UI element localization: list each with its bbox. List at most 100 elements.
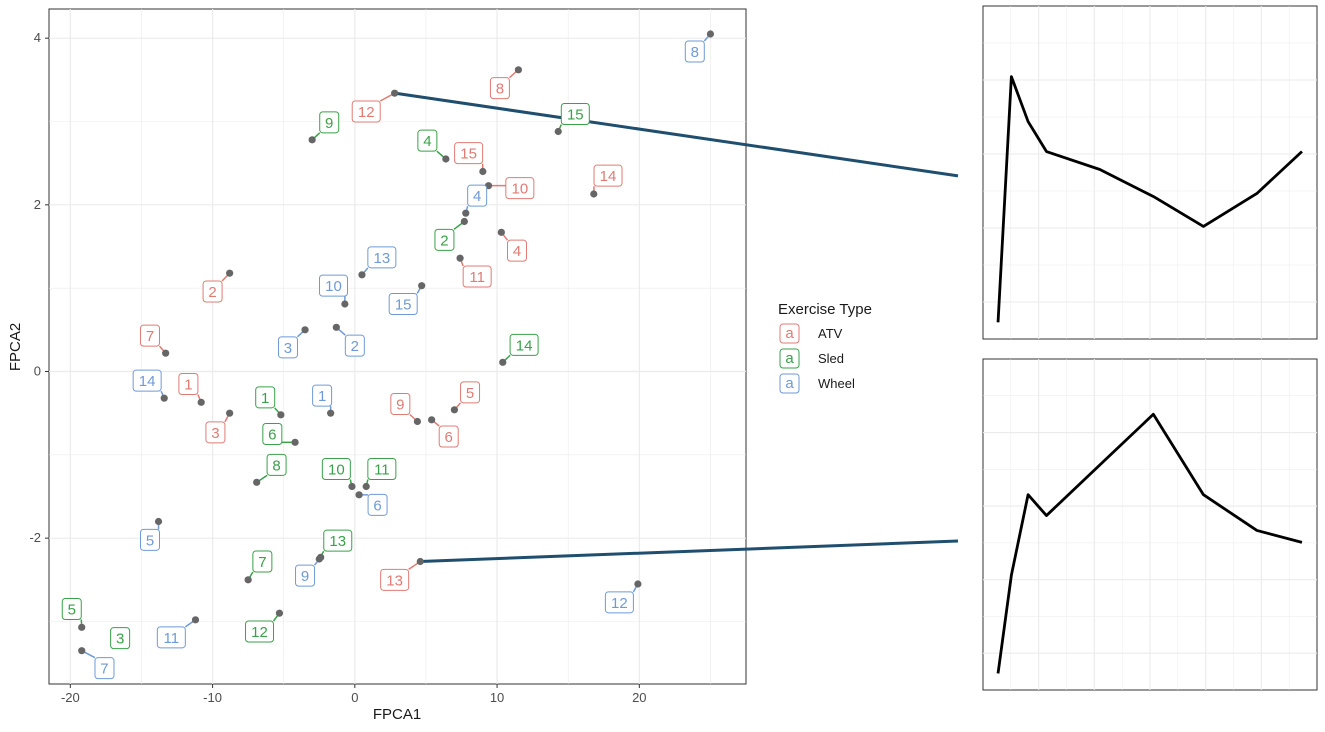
point-label-box xyxy=(277,336,298,359)
scatter-point xyxy=(291,438,299,446)
point-label-box xyxy=(460,381,481,404)
legend-entry-atv: ATV xyxy=(818,326,843,341)
point-label: 12 xyxy=(358,104,375,121)
point-label-box xyxy=(467,184,488,207)
point-label-box xyxy=(139,528,160,551)
point-label: 1 xyxy=(318,388,326,405)
point-label: 12 xyxy=(611,595,628,612)
legend-title: Exercise Type xyxy=(778,301,872,318)
x-tick-label: 10 xyxy=(490,690,504,705)
point-label-box xyxy=(266,453,287,476)
point-label: 14 xyxy=(600,168,617,185)
point-label: 2 xyxy=(440,232,448,249)
scatter-major-grid xyxy=(49,9,746,684)
scatter-point xyxy=(78,623,86,631)
y-tick-label: 2 xyxy=(34,197,41,212)
scatter-point xyxy=(341,300,349,308)
scatter-point xyxy=(362,482,370,491)
point-label: 9 xyxy=(325,115,333,132)
point-label: 14 xyxy=(516,337,533,354)
point-label-box xyxy=(505,177,535,200)
point-label-box xyxy=(367,246,397,269)
point-label-box xyxy=(367,493,388,516)
point-label-box xyxy=(684,40,705,63)
scatter-point xyxy=(348,482,356,491)
point-label: 10 xyxy=(328,462,345,479)
point-label-box xyxy=(489,77,510,100)
scatter-point xyxy=(277,411,285,419)
point-label-box xyxy=(255,386,276,409)
point-label-box xyxy=(178,373,199,395)
scatter-point xyxy=(634,580,642,588)
scatter-point xyxy=(191,616,200,624)
scatter-point xyxy=(355,491,363,499)
scatter-point xyxy=(226,269,234,277)
scatter-point xyxy=(479,167,487,176)
y-axis-title: FPCA2 xyxy=(7,323,24,371)
point-label: 13 xyxy=(374,250,391,267)
point-label-box xyxy=(139,324,160,347)
point-label: 15 xyxy=(460,146,477,163)
legend-entry-sled: Sled xyxy=(818,351,844,366)
curve-panel-top xyxy=(982,5,1318,340)
y-axis-ticks: -2 0 2 4 xyxy=(29,30,49,545)
point-label-box xyxy=(202,280,223,303)
point-label-box xyxy=(323,529,353,552)
curve-line xyxy=(996,75,1303,323)
point-label-box xyxy=(438,425,459,448)
scatter-point xyxy=(391,89,399,97)
point-label-box xyxy=(321,458,351,480)
point-label-box xyxy=(94,657,115,680)
point-label-box xyxy=(156,626,186,649)
point-label: 9 xyxy=(301,568,309,585)
point-label-box xyxy=(262,423,283,445)
scatter-points xyxy=(78,30,715,655)
point-label-box xyxy=(252,550,273,573)
point-label-box xyxy=(388,293,418,315)
point-label-box xyxy=(417,129,438,152)
point-label: 10 xyxy=(325,278,342,295)
point-label-box xyxy=(390,393,411,415)
x-axis-title: FPCA1 xyxy=(373,706,421,723)
point-label-box xyxy=(318,274,348,297)
legend-entry-wheel: Wheel xyxy=(818,376,855,391)
scatter-point xyxy=(413,417,422,426)
scatter-point xyxy=(275,609,284,617)
point-label: 2 xyxy=(208,284,216,301)
legend-key xyxy=(779,323,800,344)
point-label: 10 xyxy=(511,181,528,198)
scatter-point xyxy=(706,30,715,38)
scatter-point xyxy=(226,409,234,417)
panel-connector-line xyxy=(420,539,959,563)
point-label-box xyxy=(462,265,492,288)
scatter-point xyxy=(78,647,86,655)
scatter-point xyxy=(554,127,562,136)
scatter-point xyxy=(590,190,598,198)
point-label: 9 xyxy=(396,397,404,414)
point-label: 14 xyxy=(139,373,156,390)
point-label: 2 xyxy=(351,338,359,355)
point-label-box xyxy=(344,334,365,357)
scatter-point xyxy=(327,409,335,417)
point-label-box xyxy=(351,100,381,123)
scatter-minor-grid xyxy=(49,9,746,684)
point-label: 6 xyxy=(373,497,381,514)
scatter-point xyxy=(162,349,170,357)
legend-key xyxy=(779,373,800,394)
point-label-box xyxy=(509,333,539,356)
point-label-box xyxy=(560,103,590,125)
point-label: 5 xyxy=(466,385,474,402)
point-label: 8 xyxy=(496,81,504,98)
legend-key-glyph: a xyxy=(785,350,794,367)
point-label: 7 xyxy=(100,661,108,678)
point-label: 15 xyxy=(567,107,584,124)
point-label: 1 xyxy=(184,377,192,394)
x-tick-label: -20 xyxy=(61,690,80,705)
scatter-point xyxy=(154,517,163,526)
point-label: 13 xyxy=(329,533,346,550)
point-label: 5 xyxy=(146,532,154,549)
point-label-box xyxy=(205,421,226,444)
point-label: 12 xyxy=(251,624,268,641)
